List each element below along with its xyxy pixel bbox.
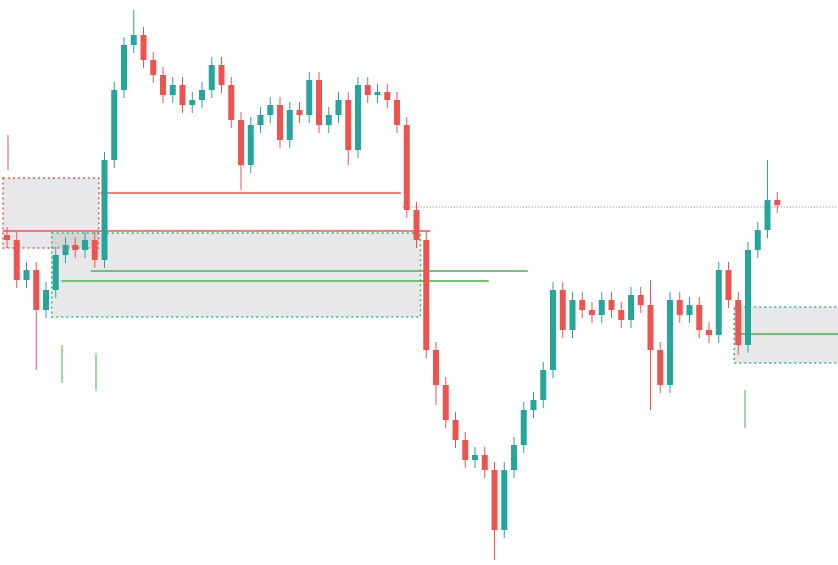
- candle-body: [628, 295, 634, 320]
- candle-body: [384, 92, 391, 100]
- candle-body: [286, 110, 293, 140]
- candle-body: [696, 305, 703, 330]
- candle-body: [394, 100, 400, 125]
- candle-body: [160, 75, 166, 95]
- candle-body: [520, 410, 527, 445]
- zone: [733, 306, 838, 364]
- candle-body: [715, 270, 722, 335]
- candle-body: [189, 100, 196, 105]
- candle-body: [511, 445, 517, 470]
- candle-body: [764, 200, 771, 230]
- candle-body: [267, 105, 274, 115]
- candle-body: [345, 100, 352, 150]
- candle-body: [179, 85, 186, 105]
- candle-body: [247, 125, 254, 165]
- candle-body: [452, 420, 459, 440]
- candle-body: [618, 310, 625, 320]
- candle-body: [433, 350, 439, 385]
- candle-body: [589, 310, 595, 315]
- candle-body: [637, 295, 644, 305]
- candle-body: [725, 270, 732, 300]
- candle-body: [111, 90, 118, 160]
- candle-body: [82, 240, 88, 250]
- candle-body: [540, 370, 547, 400]
- candle-body: [364, 85, 371, 95]
- candle-body: [91, 240, 98, 260]
- candle-body: [130, 35, 137, 45]
- candle-body: [208, 65, 215, 90]
- candle-body: [43, 290, 49, 310]
- candle-body: [218, 65, 225, 85]
- candle-body: [23, 270, 30, 280]
- candle-body: [62, 245, 69, 255]
- candle-body: [667, 300, 673, 385]
- candle-body: [355, 85, 361, 150]
- candle-body: [140, 35, 147, 60]
- candle-body: [403, 125, 410, 210]
- candle-body: [559, 290, 566, 330]
- candle-body: [647, 305, 654, 350]
- candle-body: [335, 100, 342, 115]
- candle-body: [754, 230, 761, 250]
- candle-body: [374, 92, 381, 95]
- candle-body: [101, 160, 108, 260]
- overlay-layer: [2, 177, 838, 364]
- candle-body: [462, 440, 469, 460]
- candle-body: [296, 110, 303, 115]
- candle-body: [472, 455, 478, 460]
- candle-body: [13, 240, 20, 280]
- candle-body: [579, 300, 586, 310]
- candle-body: [491, 470, 498, 530]
- candle-body: [121, 45, 127, 90]
- candle-body: [72, 245, 79, 250]
- candle-body: [481, 455, 488, 470]
- candle-body: [569, 300, 576, 330]
- candle-body: [608, 300, 615, 310]
- candle-body: [706, 330, 712, 335]
- candle-body: [4, 235, 10, 240]
- candle-body: [442, 385, 449, 420]
- candle-body: [501, 470, 508, 530]
- candle-body: [238, 120, 244, 165]
- candle-body: [774, 200, 781, 205]
- candle-body: [676, 300, 683, 315]
- candle-body: [150, 60, 157, 75]
- candle-body: [686, 305, 693, 315]
- candle-body: [52, 255, 59, 290]
- candle-body: [257, 115, 264, 125]
- candle-body: [550, 290, 556, 370]
- candle-body: [325, 115, 332, 125]
- candle-body: [169, 85, 176, 95]
- candle-body: [306, 80, 313, 115]
- candle-body: [423, 240, 430, 350]
- candle-body: [199, 90, 205, 100]
- candle-body: [657, 350, 664, 385]
- zone: [51, 232, 422, 318]
- candle-body: [735, 300, 742, 345]
- candle-body: [413, 210, 420, 240]
- candle-body: [745, 250, 751, 345]
- zone: [2, 177, 100, 249]
- candle-body: [277, 105, 283, 140]
- candle-body: [316, 80, 322, 125]
- candle-body: [530, 400, 537, 410]
- candle-body: [228, 85, 235, 120]
- candle-body: [598, 300, 605, 315]
- candle-body: [33, 270, 40, 310]
